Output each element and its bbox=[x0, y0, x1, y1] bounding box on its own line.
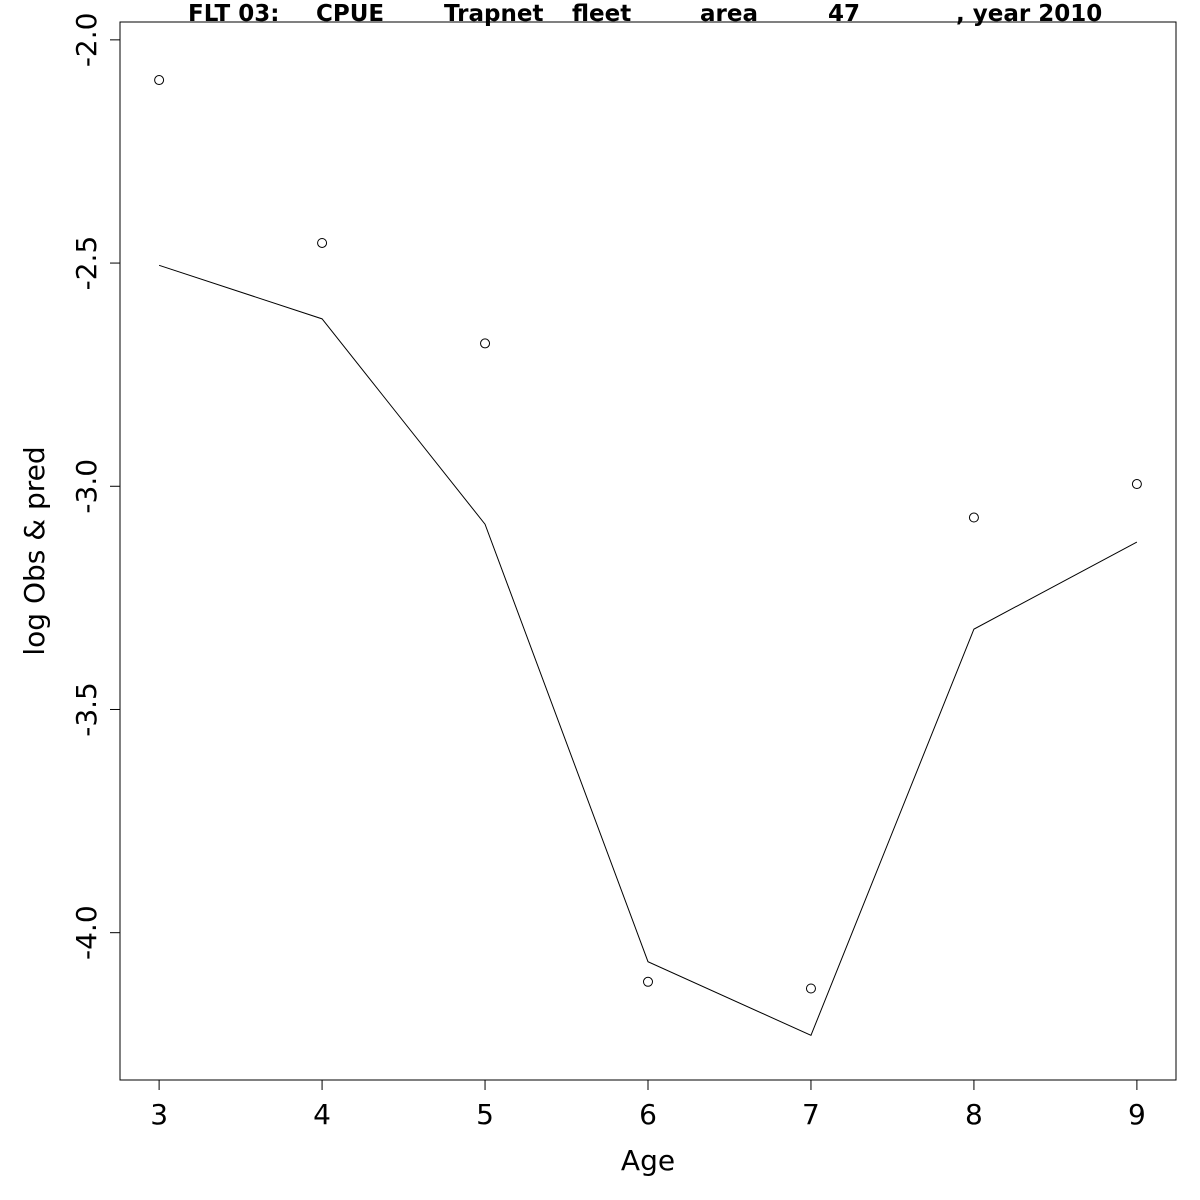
x-tick-label: 8 bbox=[965, 1098, 983, 1131]
y-tick-label: -3.0 bbox=[70, 459, 103, 514]
y-tick-label: -2.5 bbox=[70, 236, 103, 291]
observed-point bbox=[968, 512, 979, 523]
y-tick-label: -3.5 bbox=[70, 682, 103, 737]
title-part-cpue: CPUE bbox=[316, 1, 384, 27]
predicted-series bbox=[158, 264, 1138, 1037]
x-tick-label: 9 bbox=[1128, 1098, 1146, 1131]
title-part-year: , year 2010 bbox=[956, 1, 1102, 27]
plot-frame bbox=[119, 21, 1177, 1081]
title-part-area-number: 47 bbox=[828, 1, 860, 27]
x-tick-label: 3 bbox=[150, 1098, 168, 1131]
observed-point bbox=[805, 983, 816, 994]
y-tick-label: -2.0 bbox=[70, 13, 103, 68]
x-tick-label: 6 bbox=[639, 1098, 657, 1131]
title-part-area: area bbox=[700, 1, 758, 27]
x-axis-title: Age bbox=[621, 1144, 675, 1177]
observed-point bbox=[317, 237, 328, 248]
title-part-fleet: fleet bbox=[572, 1, 631, 27]
x-axis: 3 4 5 6 7 8 9 bbox=[150, 1079, 1146, 1131]
y-axis: -2.0 -2.5 -3.0 -3.5 -4.0 bbox=[70, 13, 121, 960]
observed-point bbox=[480, 338, 491, 349]
y-axis-title: log Obs & pred bbox=[18, 446, 51, 655]
title-part-gear: Trapnet bbox=[444, 1, 543, 27]
observed-point bbox=[154, 75, 165, 86]
x-tick-label: 7 bbox=[802, 1098, 820, 1131]
chart-title: FLT 03: CPUE Trapnet fleet area 47 , yea… bbox=[188, 1, 1102, 27]
title-part-flt: FLT 03: bbox=[188, 1, 279, 27]
predicted-line bbox=[158, 264, 1138, 1037]
y-tick-label: -4.0 bbox=[70, 905, 103, 960]
x-tick-label: 4 bbox=[313, 1098, 331, 1131]
observed-series bbox=[154, 75, 1142, 994]
x-tick-label: 5 bbox=[476, 1098, 494, 1131]
observed-point bbox=[1131, 479, 1142, 490]
observed-point bbox=[643, 976, 653, 987]
